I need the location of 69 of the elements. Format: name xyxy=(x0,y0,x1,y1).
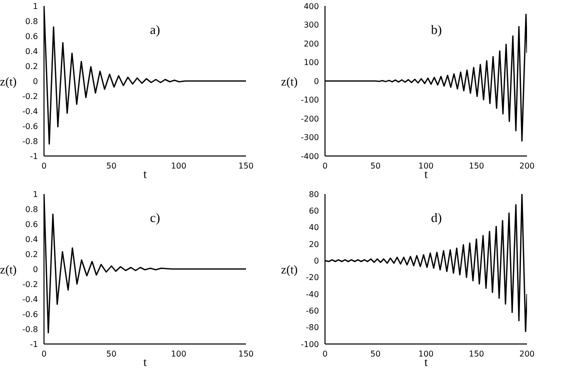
x-tick-label: 150 xyxy=(468,162,484,171)
y-tick-label: -1 xyxy=(30,340,38,349)
y-tick-label: -60 xyxy=(306,306,319,316)
y-tick-label: 0 xyxy=(32,264,38,274)
y-tick-label: -200 xyxy=(300,114,319,124)
x-tick-label: 50 xyxy=(106,162,116,171)
x-tick-label: 0 xyxy=(41,162,47,171)
y-tick-label: 0.8 xyxy=(25,16,38,26)
y-tick-label: -40 xyxy=(306,290,319,299)
y-tick-label: 1 xyxy=(32,2,38,11)
y-tick-label: -0.2 xyxy=(22,280,38,289)
y-tick-label: 300 xyxy=(304,20,319,30)
x-tick-label: 50 xyxy=(370,162,381,171)
y-tick-label: -0.8 xyxy=(22,136,38,146)
y-tick-label: -400 xyxy=(300,152,319,161)
text: b) xyxy=(431,22,442,38)
x-tick-label: 100 xyxy=(418,350,434,359)
y-tick-label: 0.8 xyxy=(25,204,38,214)
y-tick-label: 60 xyxy=(308,206,319,216)
y-tick-label: -0.6 xyxy=(22,122,38,131)
x-tick-label: 100 xyxy=(418,162,434,171)
x-tick-label: 0 xyxy=(41,350,47,359)
y-tick-label: 0.4 xyxy=(25,46,38,56)
x-tick-label: 200 xyxy=(519,162,535,171)
y-tick-label: -0.4 xyxy=(22,106,38,116)
text: c) xyxy=(150,210,160,226)
y-axis-title: z(t) xyxy=(0,262,17,276)
y-tick-label: 40 xyxy=(308,223,319,232)
x-tick-label: 150 xyxy=(238,162,254,171)
y-tick-label: -80 xyxy=(306,323,319,332)
y-tick-label: 0 xyxy=(32,76,38,86)
text: d) xyxy=(431,210,442,226)
x-tick-label: 200 xyxy=(519,350,535,359)
y-tick-label: 0 xyxy=(314,76,319,86)
x-axis-title: t xyxy=(143,167,148,181)
y-tick-label: 0.6 xyxy=(25,32,38,41)
y-tick-label: -20 xyxy=(306,273,319,282)
x-tick-label: 0 xyxy=(322,350,328,359)
x-tick-label: 150 xyxy=(468,350,484,359)
y-tick-label: -0.6 xyxy=(22,310,38,319)
x-tick-label: 50 xyxy=(370,350,381,359)
y-axis-title: z(t) xyxy=(281,262,298,276)
x-tick-label: 100 xyxy=(171,162,186,171)
y-tick-label: 0.4 xyxy=(25,234,38,244)
y-tick-label: 400 xyxy=(304,2,319,11)
y-tick-label: -100 xyxy=(300,340,319,349)
x-tick-label: 150 xyxy=(238,350,254,359)
y-tick-label: 0.2 xyxy=(25,62,38,71)
y-axis-title: z(t) xyxy=(281,74,298,88)
y-tick-label: 0 xyxy=(314,256,319,266)
x-axis-title: t xyxy=(143,355,148,369)
y-tick-label: 200 xyxy=(304,39,319,48)
y-axis-title: z(t) xyxy=(0,74,17,88)
y-tick-label: 0.6 xyxy=(25,220,38,229)
y-tick-label: 20 xyxy=(308,240,319,249)
text: a) xyxy=(150,22,160,38)
x-tick-label: 100 xyxy=(171,350,186,359)
y-tick-label: 1 xyxy=(32,190,38,199)
y-tick-label: 0.2 xyxy=(25,250,38,259)
y-tick-label: -1 xyxy=(30,152,38,161)
y-tick-label: 100 xyxy=(304,58,319,68)
y-tick-label: 80 xyxy=(308,190,319,199)
y-tick-label: -0.4 xyxy=(22,294,38,304)
y-tick-label: -100 xyxy=(300,96,319,105)
x-tick-label: 50 xyxy=(106,350,116,359)
y-tick-label: -0.2 xyxy=(22,92,38,101)
y-tick-label: -0.8 xyxy=(22,324,38,334)
y-tick-label: -300 xyxy=(300,133,319,142)
x-tick-label: 0 xyxy=(322,162,328,171)
